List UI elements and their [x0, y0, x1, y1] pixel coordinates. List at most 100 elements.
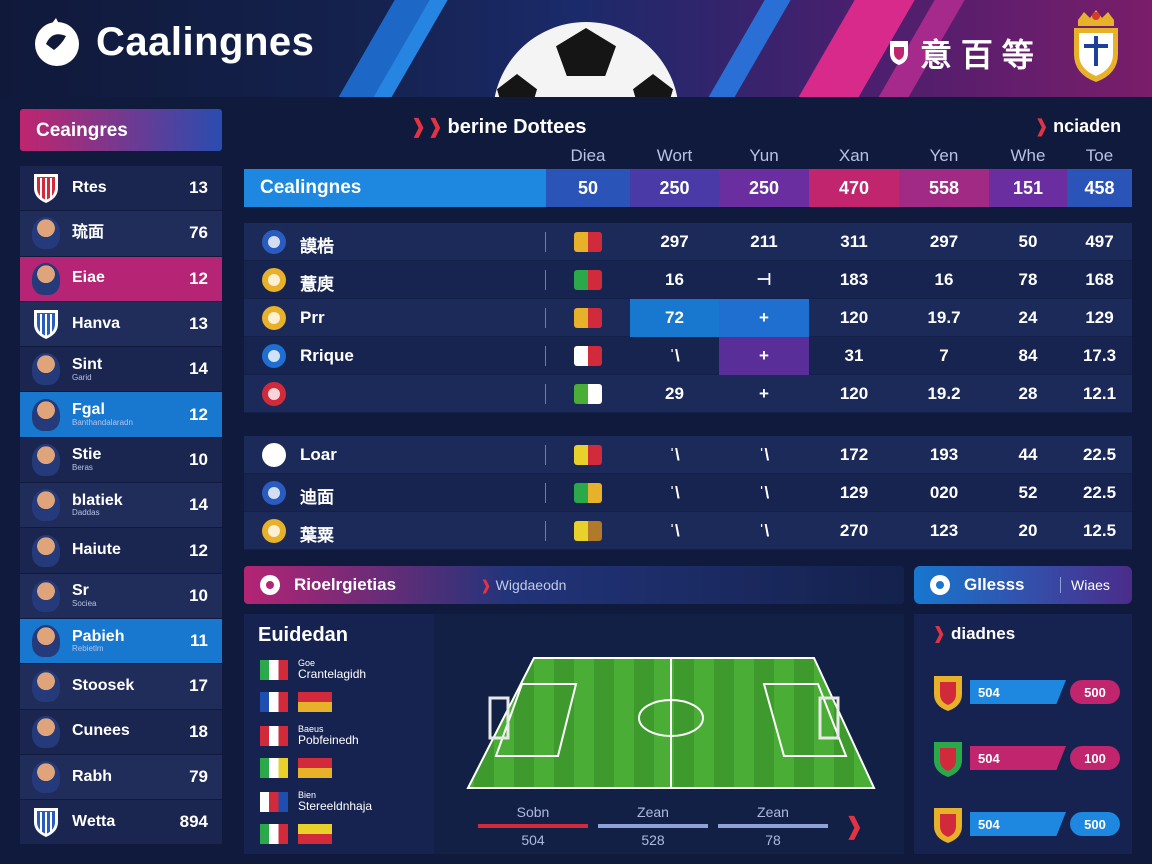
- player-avatar: [32, 761, 60, 793]
- table-cell: 7: [939, 346, 949, 365]
- sidebar-item-name: Fgal Banthandalaradn: [72, 401, 189, 427]
- club-crest-icon: [934, 808, 962, 843]
- player-avatar: [32, 670, 60, 703]
- sidebar-item[interactable]: Sr Sociea 10: [20, 573, 222, 618]
- sidebar-item-label: Fgal: [72, 401, 105, 419]
- table-row[interactable]: Rrique ˈ\ +31 7 84 17.3: [244, 337, 1132, 375]
- table-cell: 311: [840, 232, 868, 251]
- table-cell: 24: [1018, 308, 1038, 327]
- sidebar-item-label: Stie: [72, 446, 102, 464]
- badge-icon: [890, 41, 908, 65]
- sidebar-item[interactable]: Rtes 13: [20, 166, 222, 211]
- standing-row[interactable]: 504 500: [932, 804, 1120, 844]
- stat-bar: [598, 824, 708, 828]
- sidebar-item[interactable]: Sint Garid 14: [20, 347, 222, 392]
- country-flag-icon: [298, 692, 332, 712]
- decor-stripe: [672, 0, 814, 97]
- stat-bar: [718, 824, 828, 828]
- standing-value: 500: [1070, 680, 1120, 704]
- player-avatar: [32, 489, 60, 522]
- table-row[interactable]: Prr 72 +120 19.7 24 129: [244, 299, 1132, 337]
- lineup-bottom-text: Stereeldnhaja: [298, 799, 373, 814]
- summary-row[interactable]: Cealingnes 50 250 250 470 558 151 458: [244, 169, 1132, 207]
- summary-cell: 151: [989, 169, 1067, 207]
- sidebar-item[interactable]: Wetta 894: [20, 800, 222, 845]
- column-header[interactable]: Yun: [749, 146, 779, 165]
- standing-row[interactable]: 504 500: [932, 672, 1120, 712]
- divider: [545, 270, 546, 290]
- sidebar-item[interactable]: Stie Beras 10: [20, 437, 222, 483]
- column-header[interactable]: Diea: [570, 146, 606, 165]
- table-row[interactable]: 迪面 ˈ\ ˈ\ 129 020 52 22.5: [244, 474, 1132, 512]
- sidebar-item[interactable]: Haiute 12: [20, 528, 222, 573]
- lineup-item[interactable]: Bien Stereeldnhaja: [260, 790, 373, 814]
- sidebar-item-value: 11: [190, 631, 208, 651]
- team-flag-icon: [574, 270, 602, 290]
- table-row[interactable]: 葉粟 ˈ\ ˈ\ 270 123 20 12.5: [244, 512, 1132, 550]
- stat-bar: [478, 824, 588, 828]
- sidebar-item-value: 76: [189, 223, 208, 243]
- summary-cell: 558: [899, 169, 989, 207]
- sidebar-item[interactable]: Stoosek 17: [20, 664, 222, 709]
- table-cell: ˈ\: [669, 483, 680, 502]
- player-avatar: [32, 443, 60, 476]
- table-cell: 22.5: [1082, 445, 1117, 464]
- sidebar-item-label: Rabh: [72, 767, 112, 785]
- side-tag[interactable]: ❱ nciaden: [1034, 116, 1121, 137]
- sidebar-item-value: 14: [189, 495, 208, 515]
- sidebar-item-label: Rtes: [72, 178, 107, 196]
- player-avatar: [32, 398, 60, 431]
- table-cell: 20: [1018, 521, 1038, 540]
- sidebar-item-name: Sr Sociea: [72, 582, 189, 608]
- table-cell: 50: [1018, 232, 1038, 251]
- divider: [545, 232, 546, 252]
- sidebar-item-value: 13: [189, 178, 208, 198]
- lineup-item[interactable]: [260, 758, 332, 778]
- team-flag-icon: [574, 232, 602, 252]
- app-title: Caalingnes: [96, 20, 315, 64]
- table-cell: 270: [839, 521, 869, 540]
- table-cell: ˈ\: [669, 445, 680, 464]
- team-crest-icon: [262, 382, 286, 406]
- club-crest-icon: [934, 742, 962, 777]
- lineup-item[interactable]: Goe Crantelagidh: [260, 658, 366, 681]
- table-cell: ˈ\: [758, 521, 770, 540]
- table-cell: ˈ\: [669, 346, 680, 365]
- sidebar-item-name: Rabh: [72, 767, 189, 786]
- tab-rioelrgietias[interactable]: Rioelrgietias ❱ Wigdaeodn: [244, 566, 904, 604]
- country-flag-icon: [260, 792, 288, 813]
- sidebar-item[interactable]: Rabh 79: [20, 754, 222, 800]
- table-row[interactable]: 謨梏 297 211 311 297 50 497: [244, 223, 1132, 261]
- player-avatar: [32, 262, 60, 295]
- sidebar-item[interactable]: Fgal Banthandalaradn 12: [20, 392, 222, 437]
- column-header[interactable]: Yen: [929, 146, 959, 165]
- sidebar-item[interactable]: Cunees 18: [20, 709, 222, 754]
- standing-value: 100: [1070, 746, 1120, 770]
- table-cell: 28: [1018, 384, 1038, 403]
- table-row[interactable]: Loar ˈ\ ˈ\ 172 193 44 22.5: [244, 436, 1132, 474]
- tab-right-label: Gllesss: [964, 575, 1025, 594]
- column-header[interactable]: Xan: [838, 146, 870, 165]
- sidebar-item[interactable]: Eiae 12: [20, 256, 222, 301]
- sidebar-item[interactable]: Hanva 13: [20, 301, 222, 347]
- team-name: Prr: [300, 308, 325, 327]
- sidebar-item[interactable]: blatiek Daddas 14: [20, 483, 222, 528]
- table-row[interactable]: 29 +120 19.2 28 12.1: [244, 375, 1132, 413]
- table-cell: ˈ\: [758, 445, 770, 464]
- standing-row[interactable]: 504 100: [932, 738, 1120, 778]
- sidebar-item-value: 12: [189, 404, 208, 424]
- column-header[interactable]: Toe: [1085, 146, 1114, 165]
- sidebar-item[interactable]: 琉面 76: [20, 211, 222, 256]
- lineup-item[interactable]: [260, 824, 332, 844]
- tab-left-label: Rioelrgietias: [294, 575, 397, 594]
- sidebar-item[interactable]: Pabieh Rebietlm 11: [20, 618, 222, 664]
- lineup-item[interactable]: Baeus Pobfeinedh: [260, 724, 359, 747]
- tab-gllesss[interactable]: Gllesss Wiaes: [914, 566, 1132, 604]
- next-arrow-icon[interactable]: ❱: [844, 813, 865, 840]
- table-cell: 72: [630, 299, 719, 337]
- table-row[interactable]: 薏庾 16 ⊣ 183 16 78 168: [244, 261, 1132, 299]
- column-header[interactable]: Wort: [656, 146, 693, 165]
- table-cell: 193: [929, 445, 959, 464]
- lineup-item[interactable]: [260, 692, 332, 712]
- column-header[interactable]: Whe: [1010, 146, 1046, 165]
